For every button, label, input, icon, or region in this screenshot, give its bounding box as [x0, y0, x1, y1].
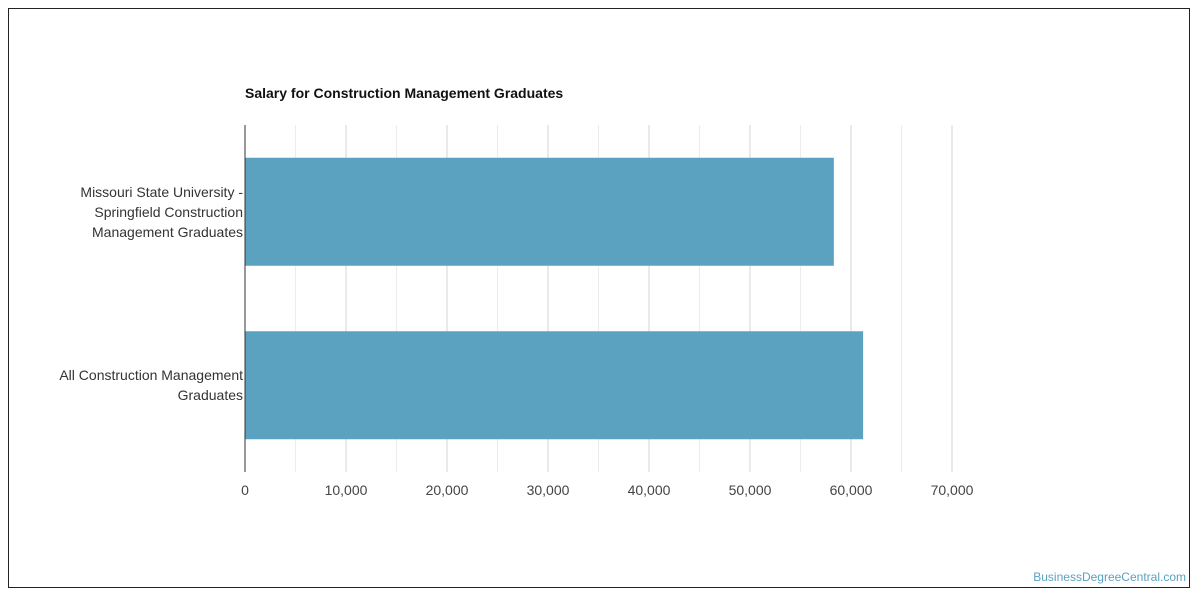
x-tick-label: 10,000 — [325, 482, 368, 498]
x-tick-label: 60,000 — [830, 482, 873, 498]
watermark-link[interactable]: BusinessDegreeCentral.com — [1033, 570, 1186, 584]
category-label: All Construction Management Graduates — [59, 367, 243, 404]
bar-1 — [245, 157, 834, 266]
x-tick-label: 40,000 — [628, 482, 671, 498]
x-tick-label: 20,000 — [426, 482, 469, 498]
bar-2 — [245, 331, 864, 440]
x-tick-label: 70,000 — [931, 482, 974, 498]
x-tick-label: 30,000 — [527, 482, 570, 498]
x-tick-label: 50,000 — [729, 482, 772, 498]
x-tick-label: 0 — [241, 482, 249, 498]
chart-title: Salary for Construction Management Gradu… — [245, 85, 564, 101]
category-label: Missouri State University - Springfield … — [80, 183, 243, 240]
